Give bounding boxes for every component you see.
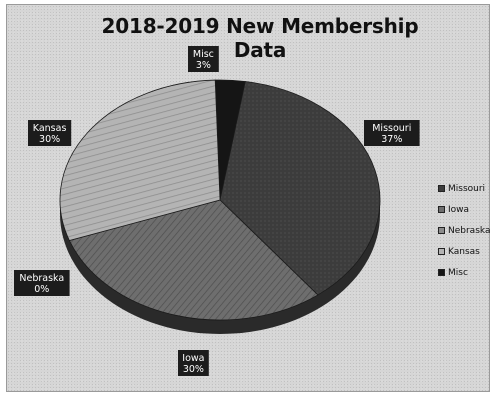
legend-item-missouri: Missouri — [438, 178, 490, 199]
slice-kansas — [59, 79, 221, 241]
legend-label: Iowa — [448, 204, 470, 215]
data-label-box — [14, 270, 70, 296]
legend-swatch — [438, 185, 445, 192]
legend-label: Kansas — [448, 246, 480, 257]
data-label-name: Kansas — [33, 123, 67, 134]
data-label-name: Iowa — [182, 353, 204, 364]
legend-label: Missouri — [448, 183, 486, 194]
legend-swatch — [438, 248, 445, 255]
data-label-box — [28, 120, 72, 146]
data-label-value: 30% — [183, 364, 204, 375]
legend-label: Nebraska — [448, 225, 491, 236]
legend-swatch — [438, 227, 445, 234]
legend-swatch — [438, 206, 445, 213]
legend-item-misc: Misc — [438, 262, 490, 283]
data-label-box — [178, 350, 209, 376]
chart-title: 2018-2019 New Membership Data — [101, 14, 419, 62]
data-label-box — [188, 46, 219, 72]
legend-label: Misc — [448, 267, 468, 278]
data-label-value: 3% — [196, 60, 211, 71]
data-label-value: 0% — [34, 284, 49, 295]
data-label-name: Nebraska — [19, 273, 64, 284]
data-label-name: Missouri — [372, 123, 411, 134]
slice-iowa — [68, 199, 319, 321]
legend-item-nebraska: Nebraska — [438, 220, 490, 241]
data-label-value: 37% — [381, 134, 402, 145]
legend-item-kansas: Kansas — [438, 241, 490, 262]
data-label-name: Misc — [193, 49, 214, 60]
slice-missouri — [219, 81, 381, 296]
legend-item-iowa: Iowa — [438, 199, 490, 220]
data-label-value: 30% — [39, 134, 60, 145]
data-label-box — [364, 120, 420, 146]
legend-swatch — [438, 269, 445, 276]
legend: Missouri Iowa Nebraska Kansas Misc — [438, 178, 490, 283]
